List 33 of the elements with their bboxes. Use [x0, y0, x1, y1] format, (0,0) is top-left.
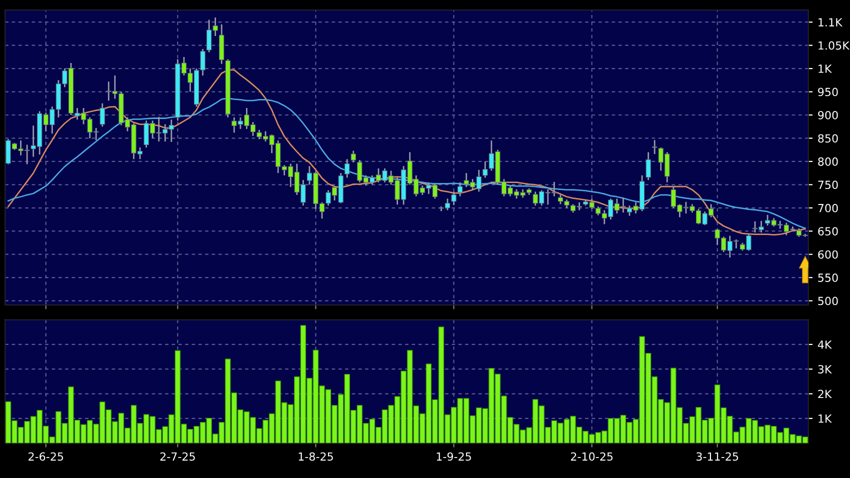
line-series — [8, 69, 806, 236]
y-tick-label: 800 — [818, 157, 838, 166]
x-tick-label: 2-10-25 — [570, 452, 613, 461]
y-tick-label: 900 — [818, 110, 838, 120]
y-tick-label: 950 — [818, 88, 838, 96]
x-tick-label: 3-11-25 — [696, 452, 738, 461]
x-tick-label: 1-9-25 — [436, 452, 471, 461]
line-series — [8, 98, 806, 230]
y-tick-label: 4K — [818, 340, 832, 349]
y-tick-label: 650 — [818, 227, 838, 236]
candlestick — [482, 160, 488, 178]
candlestick — [344, 158, 350, 178]
candlestick — [350, 150, 356, 164]
y-tick-label: 850 — [818, 134, 838, 143]
y-tick-label: 1K — [818, 64, 832, 73]
y-tick-label: 750 — [818, 180, 838, 190]
candlestick — [646, 151, 651, 181]
y-tick-label: 550 — [818, 274, 838, 282]
candlestick — [100, 102, 105, 128]
x-tick-label: 2-7-25 — [160, 452, 195, 461]
y-tick-label: 2K — [818, 390, 832, 398]
y-tick-label: 1.05K — [818, 41, 850, 50]
y-tick-label: 600 — [818, 250, 838, 259]
y-tick-label: 1K — [818, 414, 832, 423]
y-tick-label: 3K — [818, 365, 832, 374]
candlestick — [652, 139, 658, 155]
x-tick-label: 1-8-25 — [298, 452, 333, 461]
candlestick — [458, 182, 463, 197]
x-tick-label: 2-6-25 — [28, 452, 64, 461]
y-tick-label: 500 — [818, 296, 838, 306]
candlestick — [451, 190, 456, 206]
y-tick-label: 1.1K — [818, 18, 843, 26]
y-tick-label: 700 — [818, 204, 838, 212]
